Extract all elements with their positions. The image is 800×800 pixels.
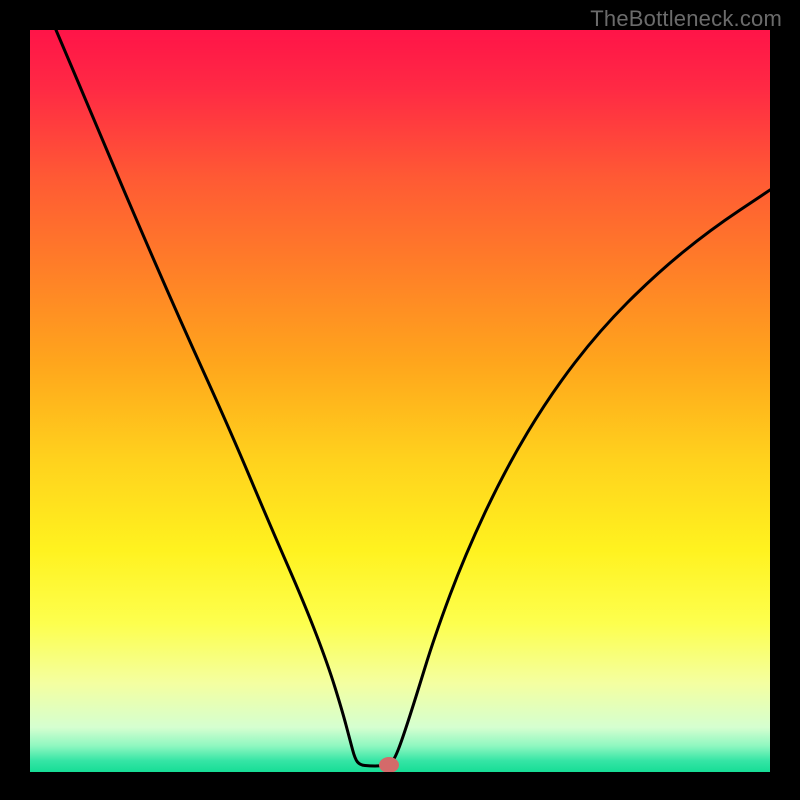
- gradient-background: [30, 30, 770, 772]
- chart-svg: [30, 30, 770, 772]
- chart-plot-area: [30, 30, 770, 772]
- watermark-text: TheBottleneck.com: [590, 6, 782, 32]
